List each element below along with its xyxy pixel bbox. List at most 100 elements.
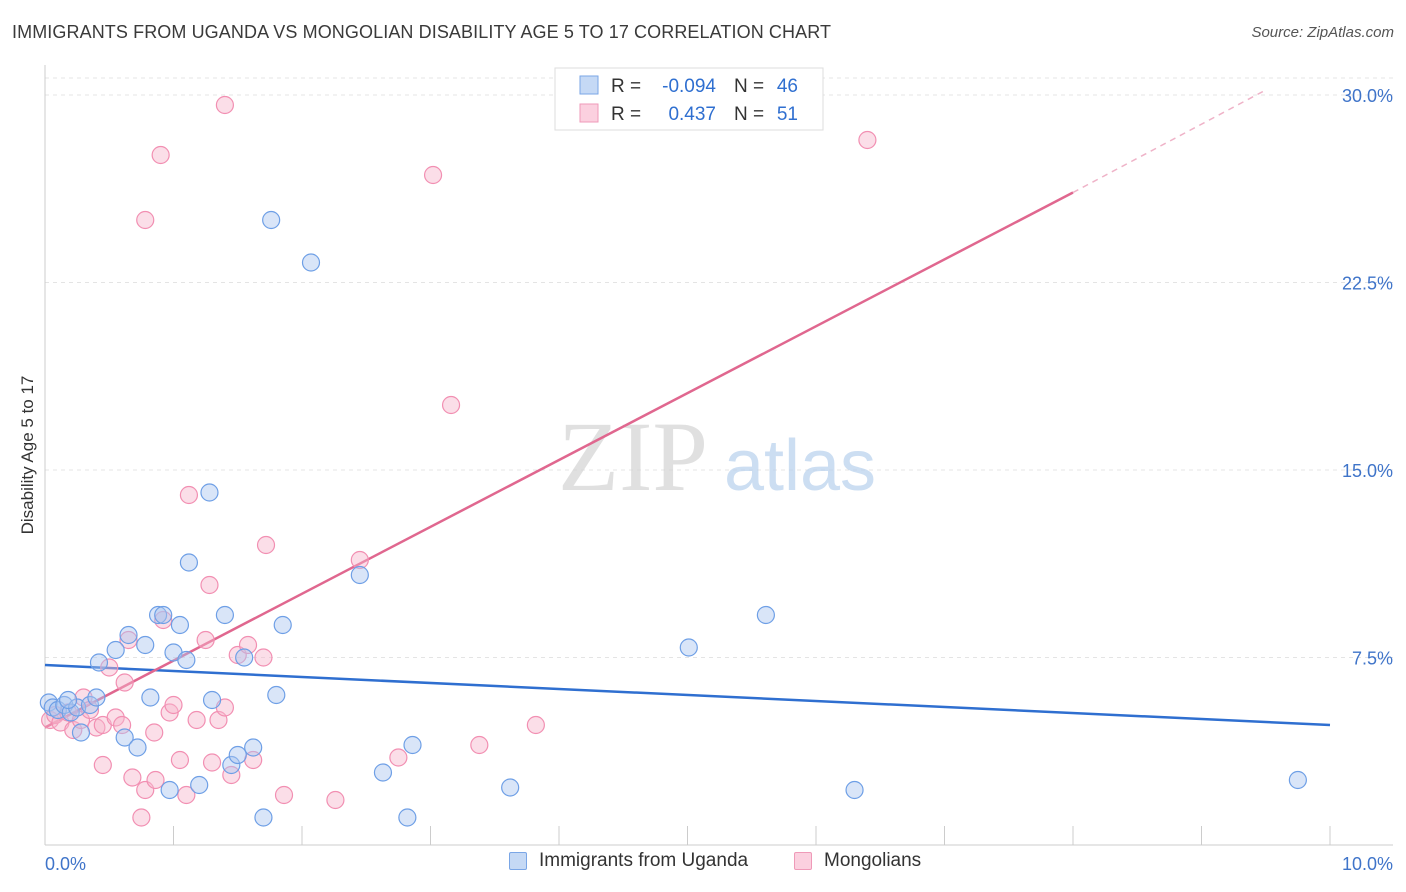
point-uganda-42 xyxy=(679,638,698,657)
point-mongolians-11 xyxy=(100,658,119,677)
point-mongolians-47 xyxy=(526,715,545,735)
legend-swatch-uganda xyxy=(579,75,599,95)
axes xyxy=(44,65,1393,846)
legend-r-label-mongolians: R = xyxy=(611,104,641,125)
legend-n-value-mongolians: 51 xyxy=(777,104,798,125)
point-uganda-26 xyxy=(202,690,222,710)
point-mongolians-38 xyxy=(254,648,273,667)
legend-r-label-uganda: R = xyxy=(611,76,641,97)
point-uganda-40 xyxy=(403,735,422,755)
point-uganda-6 xyxy=(59,690,78,710)
legend-swatch-uganda-bottom xyxy=(509,852,527,870)
point-mongolians-22 xyxy=(154,610,173,630)
point-uganda-24 xyxy=(190,775,209,795)
trend-line-mongolians xyxy=(44,191,1074,729)
series-legend: Immigrants from Uganda Mongolians xyxy=(0,850,1406,880)
legend-swatch-mongolians xyxy=(579,103,599,123)
point-mongolians-20 xyxy=(151,145,170,165)
x-tick-label-max: 10.0% xyxy=(1342,854,1393,874)
point-mongolians-21 xyxy=(146,770,165,790)
point-uganda-35 xyxy=(273,615,292,635)
point-uganda-41 xyxy=(501,778,520,797)
point-mongolians-17 xyxy=(136,210,155,230)
point-uganda-27 xyxy=(215,605,234,625)
point-uganda-34 xyxy=(267,685,286,705)
point-uganda-10 xyxy=(89,653,109,672)
point-uganda-36 xyxy=(301,253,321,272)
point-mongolians-31 xyxy=(202,753,222,772)
point-mongolians-28 xyxy=(187,710,206,730)
point-mongolians-34 xyxy=(222,765,241,785)
y-axis-title: Disability Age 5 to 17 xyxy=(18,376,37,535)
point-mongolians-16 xyxy=(132,808,151,827)
point-mongolians-44 xyxy=(423,165,443,185)
legend-n-value-uganda: 46 xyxy=(777,76,798,97)
point-mongolians-27 xyxy=(179,485,199,505)
point-mongolians-39 xyxy=(256,535,276,555)
source-label: Source: ZipAtlas.com xyxy=(1251,24,1394,41)
point-mongolians-33 xyxy=(215,95,234,115)
point-mongolians-26 xyxy=(177,785,196,805)
y-tick-label-0: 7.5% xyxy=(1352,649,1393,669)
legend-item-mongolians: Mongolians xyxy=(794,850,921,872)
chart-title: IMMIGRANTS FROM UGANDA VS MONGOLIAN DISA… xyxy=(12,22,832,42)
point-uganda-16 xyxy=(141,688,160,707)
legend-r-value-uganda: -0.094 xyxy=(662,76,716,97)
point-uganda-25 xyxy=(200,483,219,502)
point-uganda-17 xyxy=(148,605,168,625)
point-uganda-33 xyxy=(262,210,281,230)
legend-label-uganda: Immigrants from Uganda xyxy=(539,850,749,871)
point-mongolians-30 xyxy=(200,575,219,595)
correlation-legend: R = -0.094 N = 46 R = 0.437 N = 51 xyxy=(554,67,824,131)
point-uganda-7 xyxy=(71,723,91,742)
point-uganda-44 xyxy=(845,780,864,800)
point-mongolians-42 xyxy=(350,550,369,570)
point-uganda-14 xyxy=(128,738,147,757)
point-uganda-15 xyxy=(136,635,155,655)
point-uganda-43 xyxy=(756,605,775,625)
y-tick-label-2: 22.5% xyxy=(1342,274,1393,294)
point-mongolians-29 xyxy=(196,630,215,650)
point-mongolians-46 xyxy=(470,735,489,755)
point-uganda-31 xyxy=(244,738,263,757)
series-mongolians-points xyxy=(41,95,877,827)
point-mongolians-15 xyxy=(123,768,142,787)
point-uganda-45 xyxy=(1288,770,1307,790)
point-mongolians-25 xyxy=(170,750,190,770)
point-uganda-29 xyxy=(228,745,247,765)
legend-swatch-mongolians-bottom xyxy=(794,852,812,870)
point-uganda-28 xyxy=(222,755,241,775)
point-uganda-37 xyxy=(350,565,369,585)
point-mongolians-43 xyxy=(389,748,408,767)
watermark-atlas: atlas xyxy=(724,426,876,506)
point-mongolians-40 xyxy=(274,785,294,805)
legend-n-label-mongolians: N = xyxy=(734,104,764,125)
x-tick-label-min: 0.0% xyxy=(45,854,86,874)
point-mongolians-14 xyxy=(119,630,138,650)
point-uganda-9 xyxy=(87,688,106,707)
watermark-zip: ZIP xyxy=(558,401,708,512)
legend-n-label-uganda: N = xyxy=(734,76,764,97)
point-uganda-32 xyxy=(254,808,273,827)
point-mongolians-24 xyxy=(164,695,183,715)
series-uganda-points xyxy=(39,210,1307,827)
point-mongolians-45 xyxy=(441,395,461,415)
point-uganda-13 xyxy=(115,728,134,747)
point-uganda-11 xyxy=(106,640,125,660)
gridlines xyxy=(45,77,1393,658)
point-uganda-39 xyxy=(398,808,417,827)
point-uganda-38 xyxy=(373,763,393,782)
point-uganda-8 xyxy=(80,695,100,715)
point-mongolians-12 xyxy=(106,708,125,727)
y-tick-labels: 7.5% 15.0% 22.5% 30.0% xyxy=(1342,86,1393,669)
legend-r-value-mongolians: 0.437 xyxy=(668,104,716,125)
point-mongolians-19 xyxy=(145,723,164,742)
point-uganda-1 xyxy=(43,698,62,717)
point-mongolians-48 xyxy=(858,130,877,150)
point-mongolians-10 xyxy=(93,755,112,775)
point-uganda-22 xyxy=(177,650,196,670)
point-uganda-18 xyxy=(154,605,173,625)
point-uganda-23 xyxy=(179,553,199,572)
point-uganda-12 xyxy=(119,625,138,645)
